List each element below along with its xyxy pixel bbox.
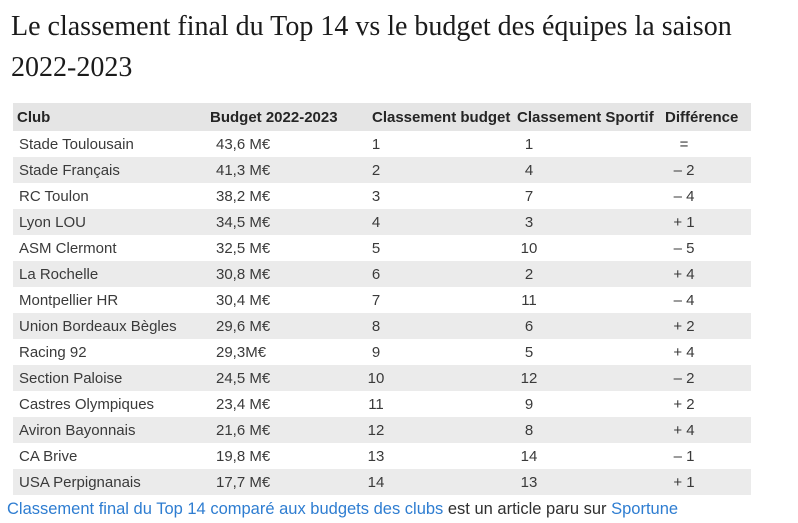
club-cell: CA Brive: [19, 447, 78, 465]
rank-sport-cell: 12: [520, 369, 538, 387]
difference-cell: – 2: [673, 369, 695, 387]
difference-cell: + 2: [673, 395, 695, 413]
budget-cell: 41,3 M€: [216, 161, 271, 179]
table-row: La Rochelle 30,8 M€ 6 2 + 4: [13, 261, 751, 287]
rank-budget-cell: 4: [371, 213, 381, 231]
table-row: Aviron Bayonnais 21,6 M€ 12 8 + 4: [13, 417, 751, 443]
table-row: Stade Français 41,3 M€ 2 4 – 2: [13, 157, 751, 183]
table-row: USA Perpignanais 17,7 M€ 14 13 + 1: [13, 469, 751, 495]
budget-cell: 29,3M€: [216, 343, 267, 361]
club-cell: Stade Français: [19, 161, 120, 179]
rank-budget-cell: 8: [371, 317, 381, 335]
rank-budget-cell: 13: [367, 447, 385, 465]
table-row: Stade Toulousain 43,6 M€ 1 1 =: [13, 131, 751, 157]
rank-sport-cell: 10: [520, 239, 538, 257]
club-cell: RC Toulon: [19, 187, 89, 205]
difference-cell: – 5: [673, 239, 695, 257]
article-link[interactable]: Classement final du Top 14 comparé aux b…: [7, 500, 444, 518]
table-row: Castres Olympiques 23,4 M€ 11 9 + 2: [13, 391, 751, 417]
rank-sport-cell: 5: [524, 343, 534, 361]
column-header-classement-budget: Classement budget: [372, 108, 511, 126]
club-cell: La Rochelle: [19, 265, 99, 283]
page-title: Le classement final du Top 14 vs le budg…: [11, 11, 732, 83]
difference-cell: + 2: [673, 317, 695, 335]
sportune-link[interactable]: Sportune: [611, 500, 679, 518]
club-cell: Section Paloise: [19, 369, 123, 387]
rank-sport-cell: 8: [524, 421, 534, 439]
table-row: CA Brive 19,8 M€ 13 14 – 1: [13, 443, 751, 469]
difference-cell: – 1: [673, 447, 695, 465]
budget-cell: 29,6 M€: [216, 317, 271, 335]
club-cell: Stade Toulousain: [19, 135, 134, 153]
table-row: Racing 92 29,3M€ 9 5 + 4: [13, 339, 751, 365]
club-cell: Aviron Bayonnais: [19, 421, 136, 439]
rank-budget-cell: 10: [367, 369, 385, 387]
budget-cell: 23,4 M€: [216, 395, 271, 413]
club-cell: Castres Olympiques: [19, 395, 155, 413]
budget-cell: 30,4 M€: [216, 291, 271, 309]
column-header-budget: Budget 2022-2023: [210, 108, 338, 126]
budget-cell: 24,5 M€: [216, 369, 271, 387]
table-row: Union Bordeaux Bègles 29,6 M€ 8 6 + 2: [13, 313, 751, 339]
club-cell: Union Bordeaux Bègles: [19, 317, 177, 335]
rank-sport-cell: 3: [524, 213, 534, 231]
club-cell: Lyon LOU: [19, 213, 86, 231]
budget-cell: 43,6 M€: [216, 135, 271, 153]
difference-cell: + 1: [673, 473, 695, 491]
budget-cell: 38,2 M€: [216, 187, 271, 205]
rank-budget-cell: 12: [367, 421, 385, 439]
rank-sport-cell: 7: [524, 187, 534, 205]
column-header-difference: Différence: [665, 108, 739, 126]
club-cell: Montpellier HR: [19, 291, 119, 309]
difference-cell: – 2: [673, 161, 695, 179]
rank-budget-cell: 9: [371, 343, 381, 361]
difference-cell: =: [679, 135, 689, 153]
budget-cell: 21,6 M€: [216, 421, 271, 439]
rank-budget-cell: 5: [371, 239, 381, 257]
table-row: Lyon LOU 34,5 M€ 4 3 + 1: [13, 209, 751, 235]
rank-sport-cell: 4: [524, 161, 534, 179]
rank-sport-cell: 9: [524, 395, 534, 413]
table-row: ASM Clermont 32,5 M€ 5 10 – 5: [13, 235, 751, 261]
rank-sport-cell: 11: [521, 291, 537, 309]
rank-sport-cell: 14: [520, 447, 538, 465]
difference-cell: + 4: [673, 343, 695, 361]
budget-ranking-table: Club Budget 2022-2023 Classement budget …: [13, 103, 751, 495]
rank-budget-cell: 3: [371, 187, 381, 205]
rank-sport-cell: 6: [524, 317, 534, 335]
table-header-row: Club Budget 2022-2023 Classement budget …: [13, 103, 751, 131]
club-cell: Racing 92: [19, 343, 87, 361]
difference-cell: + 1: [673, 213, 695, 231]
table-row: Montpellier HR 30,4 M€ 7 11 – 4: [13, 287, 751, 313]
rank-sport-cell: 2: [524, 265, 534, 283]
difference-cell: + 4: [673, 421, 695, 439]
table-body: Stade Toulousain 43,6 M€ 1 1 = Stade Fra…: [13, 131, 751, 495]
budget-cell: 32,5 M€: [216, 239, 271, 257]
difference-cell: – 4: [673, 187, 695, 205]
rank-budget-cell: 11: [368, 395, 384, 413]
budget-cell: 30,8 M€: [216, 265, 271, 283]
table-row: Section Paloise 24,5 M€ 10 12 – 2: [13, 365, 751, 391]
budget-cell: 34,5 M€: [216, 213, 271, 231]
budget-cell: 19,8 M€: [216, 447, 271, 465]
rank-sport-cell: 1: [524, 135, 534, 153]
difference-cell: + 4: [673, 265, 695, 283]
rank-budget-cell: 14: [367, 473, 385, 491]
table-row: RC Toulon 38,2 M€ 3 7 – 4: [13, 183, 751, 209]
attribution-text: est un article paru sur: [443, 500, 612, 518]
rank-budget-cell: 1: [371, 135, 381, 153]
column-header-classement-sportif: Classement Sportif: [517, 108, 654, 126]
source-attribution: Classement final du Top 14 comparé aux b…: [7, 500, 798, 519]
budget-cell: 17,7 M€: [216, 473, 271, 491]
club-cell: USA Perpignanais: [19, 473, 141, 491]
rank-budget-cell: 7: [371, 291, 381, 309]
column-header-club: Club: [17, 108, 51, 126]
rank-budget-cell: 2: [371, 161, 381, 179]
club-cell: ASM Clermont: [19, 239, 117, 257]
rank-sport-cell: 13: [520, 473, 538, 491]
rank-budget-cell: 6: [371, 265, 381, 283]
difference-cell: – 4: [673, 291, 695, 309]
